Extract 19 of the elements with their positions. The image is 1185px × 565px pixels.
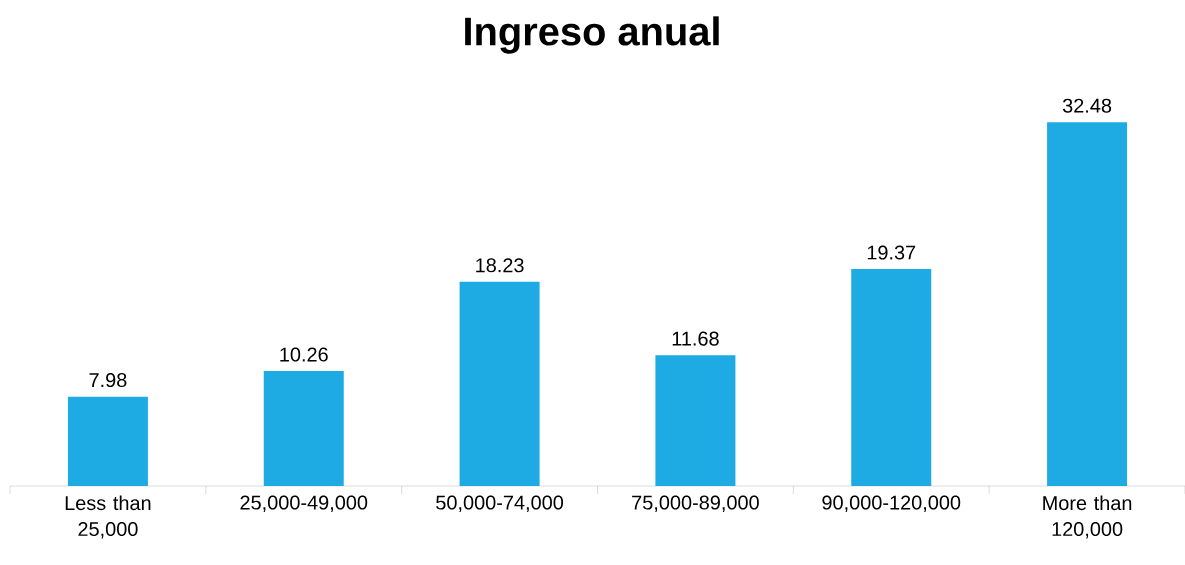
bar (655, 355, 736, 486)
bar (67, 396, 148, 486)
x-tick-label: 25,000-49,000 (240, 495, 368, 512)
data-label: 7.98 (89, 373, 127, 388)
data-label: 11.68 (672, 331, 719, 346)
x-tick-label: Less than 25,000 (65, 495, 151, 539)
bar (1047, 122, 1128, 486)
chart-title: Ingreso anual (465, 16, 719, 54)
data-label: 19.37 (867, 245, 916, 260)
data-label: 18.23 (476, 258, 524, 273)
bar (263, 371, 344, 486)
bar (459, 281, 540, 486)
x-tick-label: 75,000-89,000 (632, 495, 759, 512)
data-label: 10.26 (280, 347, 328, 362)
data-label: 32.48 (1062, 98, 1112, 113)
x-tick-label: 50,000-74,000 (436, 495, 564, 512)
x-tick-label: More than 120,000 (1043, 495, 1132, 539)
bar (851, 269, 932, 486)
x-tick-label: 90,000-120,000 (822, 495, 961, 512)
